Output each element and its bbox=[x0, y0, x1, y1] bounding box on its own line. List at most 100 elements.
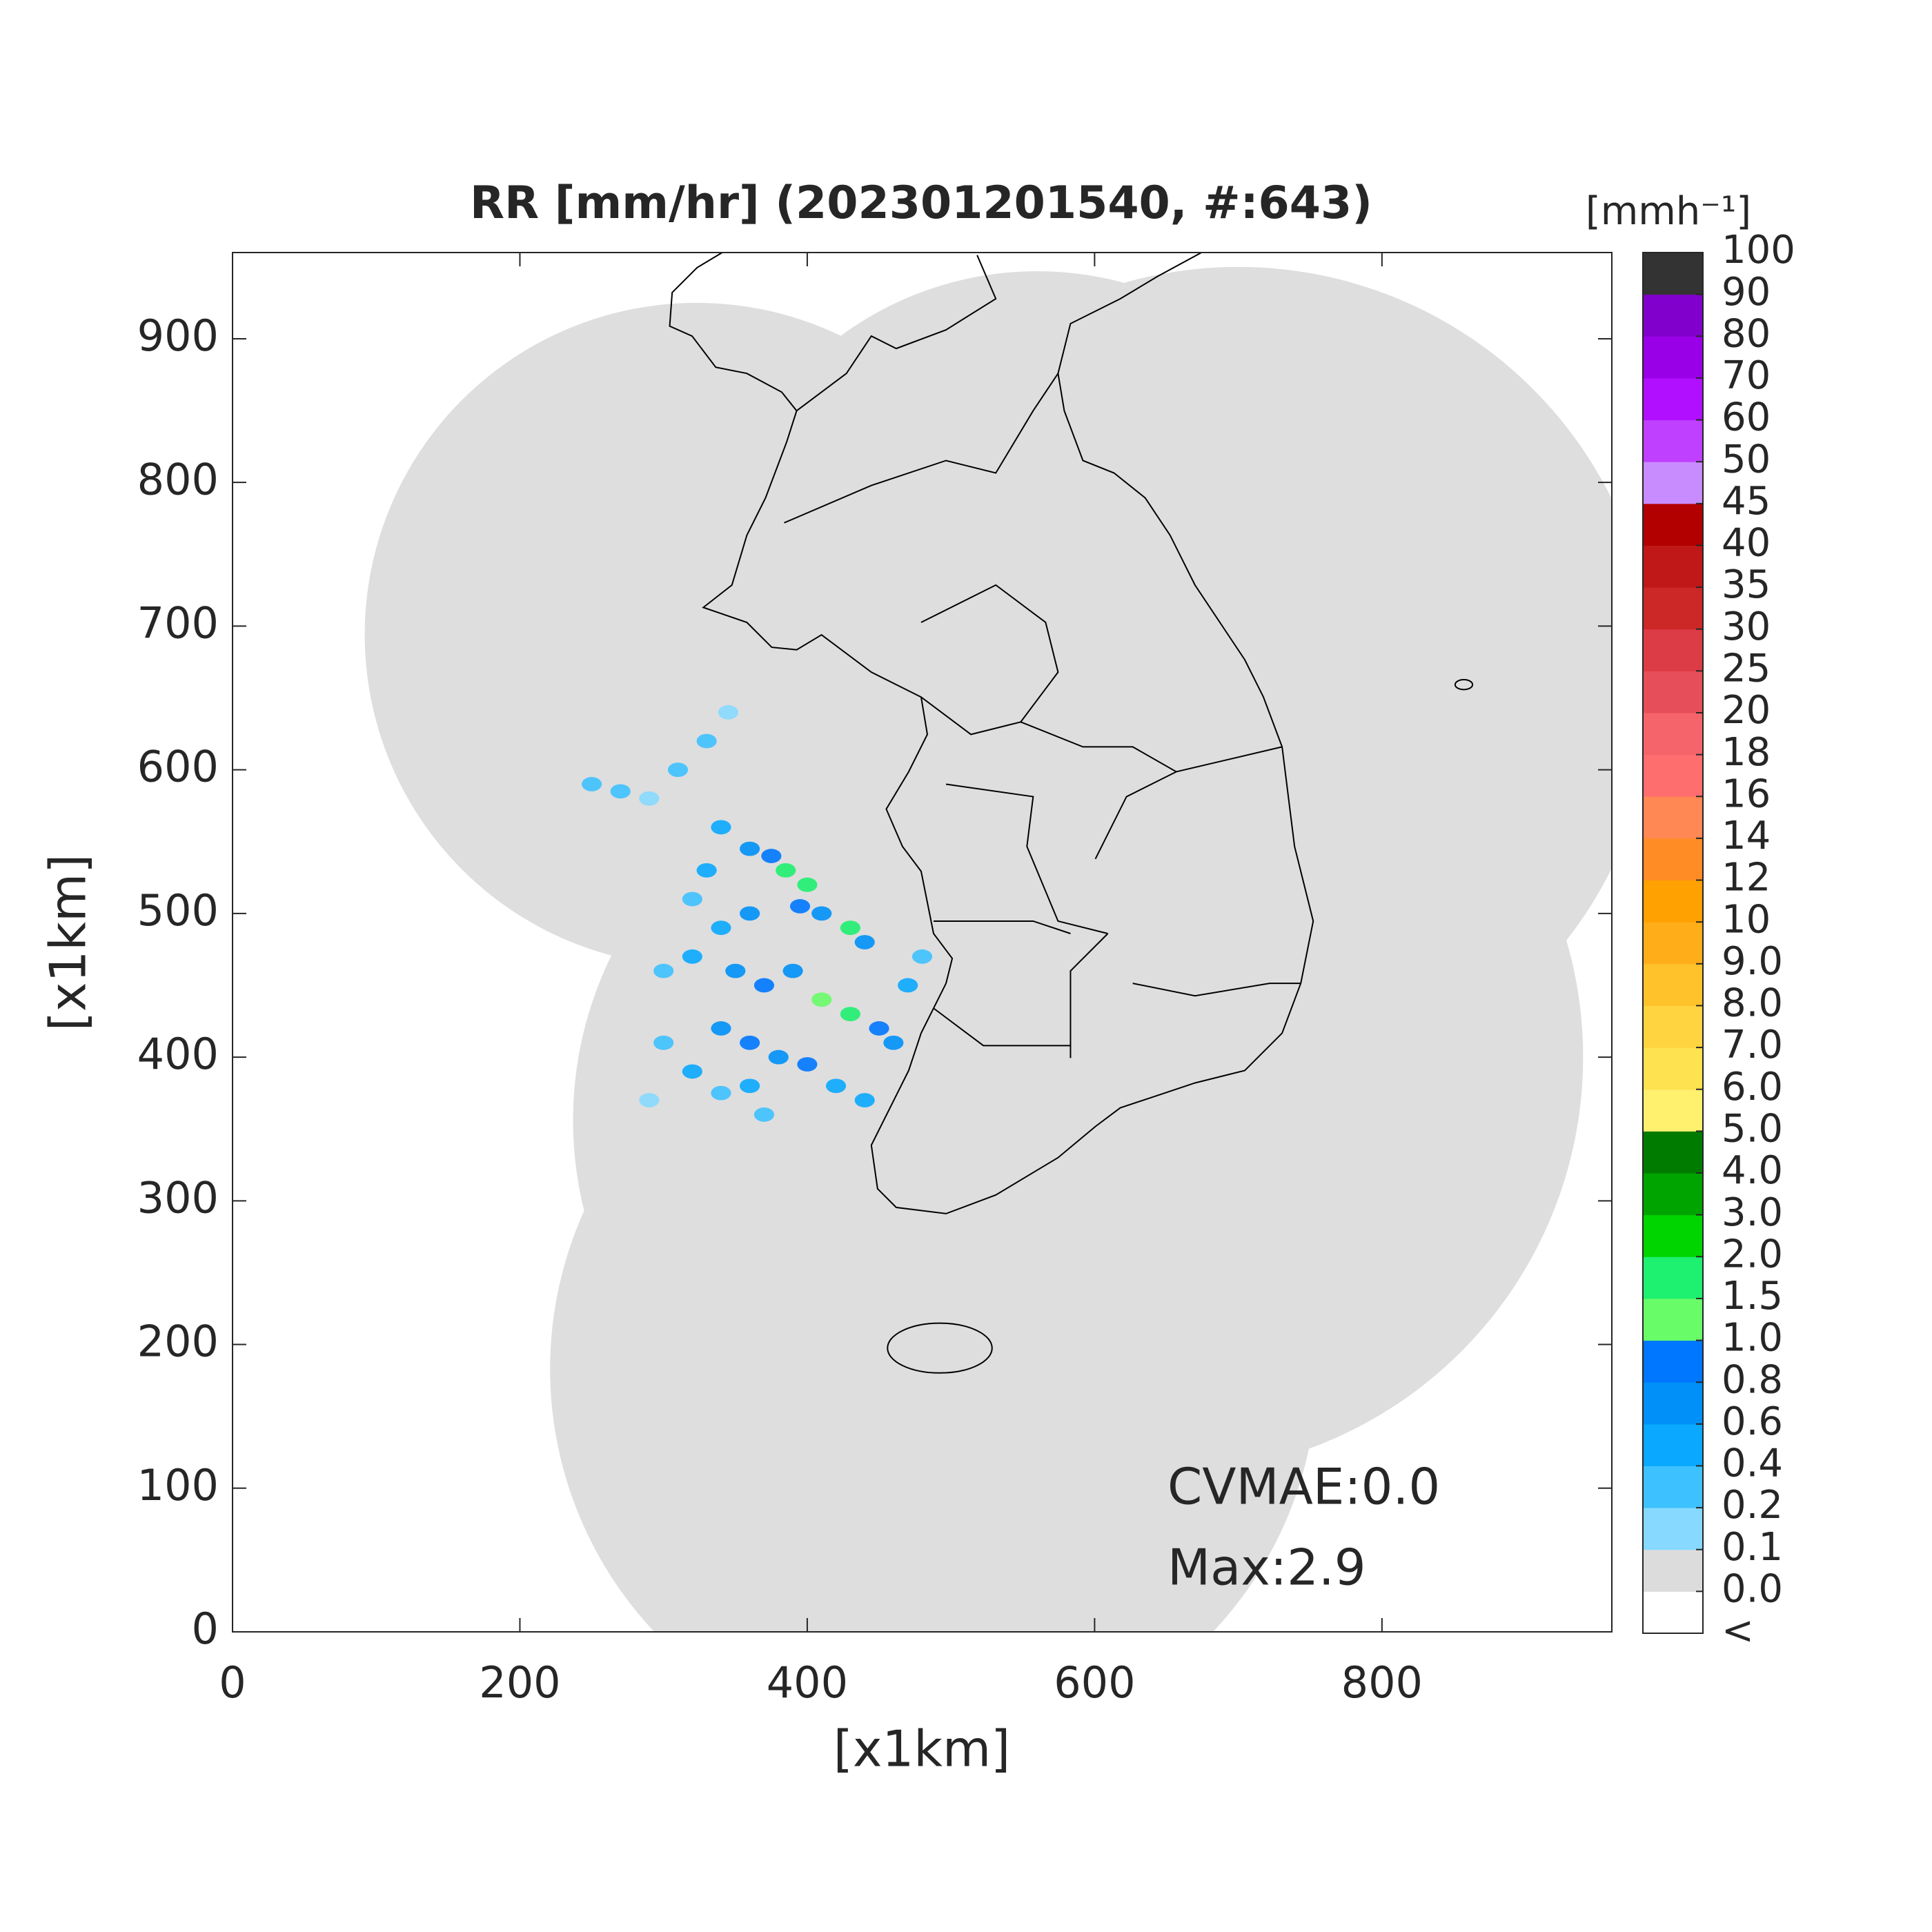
rain-cell bbox=[610, 784, 631, 799]
colorbar-swatch bbox=[1643, 1256, 1703, 1299]
colorbar-swatch bbox=[1643, 963, 1703, 1006]
colorbar-swatch bbox=[1643, 796, 1703, 839]
colorbar-tick-label: 0.1 bbox=[1722, 1525, 1783, 1570]
colorbar-tick-label: 0.4 bbox=[1722, 1441, 1783, 1486]
colorbar-tick-label: 50 bbox=[1722, 437, 1771, 482]
x-tick-label: 400 bbox=[767, 1657, 848, 1708]
rain-cell bbox=[911, 949, 933, 964]
colorbar-swatch bbox=[1643, 1382, 1703, 1425]
x-tick-label: 0 bbox=[219, 1657, 246, 1708]
colorbar-tick-label: 30 bbox=[1722, 604, 1771, 649]
rain-cell bbox=[740, 1078, 760, 1094]
colorbar-swatch bbox=[1643, 629, 1703, 671]
colorbar-tick-label: 100 bbox=[1722, 228, 1795, 273]
y-tick-label: 500 bbox=[137, 885, 219, 936]
rain-cell bbox=[653, 963, 674, 978]
rain-cell bbox=[682, 1064, 702, 1079]
rain-cell bbox=[854, 1093, 875, 1107]
colorbar-tick-label: 5.0 bbox=[1722, 1107, 1783, 1152]
colorbar-tick-label: 0.0 bbox=[1722, 1567, 1783, 1612]
colorbar-tick-label: 25 bbox=[1722, 647, 1771, 691]
colorbar-swatch bbox=[1643, 336, 1703, 379]
colorbar-tick-label: 7.0 bbox=[1722, 1023, 1783, 1067]
colorbar-tick-label: 8.0 bbox=[1722, 981, 1783, 1026]
rain-cell bbox=[682, 891, 702, 907]
colorbar-tick-label: 3.0 bbox=[1722, 1190, 1783, 1235]
colorbar-tick-label: 0.2 bbox=[1722, 1483, 1783, 1528]
colorbar-swatch bbox=[1643, 922, 1703, 965]
rain-cell bbox=[854, 935, 875, 949]
border-line bbox=[785, 255, 1301, 1058]
colorbar-swatch bbox=[1643, 1591, 1703, 1634]
y-tick-label: 200 bbox=[137, 1317, 219, 1367]
colorbar-swatch bbox=[1643, 587, 1703, 630]
colorbar-swatch bbox=[1643, 1508, 1703, 1550]
jeju-island bbox=[887, 1323, 992, 1373]
x-tick-label: 600 bbox=[1054, 1657, 1135, 1708]
colorbar-tick-label: 14 bbox=[1722, 814, 1771, 858]
ulleung-island bbox=[1455, 680, 1472, 689]
colorbar-tick-label: 6.0 bbox=[1722, 1065, 1783, 1110]
rain-cell bbox=[639, 1093, 660, 1107]
plot-frame bbox=[232, 252, 1613, 1633]
colorbar-tick-label: 90 bbox=[1722, 270, 1771, 315]
y-axis-label: [x1km] bbox=[39, 854, 97, 1031]
colorbar-tick-label: 70 bbox=[1722, 353, 1771, 398]
rain-cell bbox=[711, 1085, 731, 1101]
colorbar-swatch bbox=[1643, 1298, 1703, 1341]
colorbar-tick-label: 80 bbox=[1722, 311, 1771, 356]
rain-cell bbox=[869, 1021, 889, 1036]
colorbar-label: [mmh⁻¹] bbox=[1586, 189, 1751, 234]
colorbar-swatch bbox=[1643, 1549, 1703, 1592]
y-tick-label: 300 bbox=[137, 1172, 219, 1223]
colorbar-swatch bbox=[1643, 1047, 1703, 1090]
rain-cell bbox=[776, 862, 796, 878]
rain-cell bbox=[782, 963, 803, 978]
rain-cell bbox=[840, 1007, 860, 1022]
colorbar-swatch bbox=[1643, 294, 1703, 337]
colorbar-tick-label: 20 bbox=[1722, 688, 1771, 733]
colorbar-swatch bbox=[1643, 880, 1703, 923]
rain-cell bbox=[639, 791, 660, 806]
rain-cell bbox=[711, 820, 731, 835]
coverage-layer bbox=[364, 267, 1612, 1632]
colorbar-tick-label: 60 bbox=[1722, 395, 1771, 440]
colorbar-tick-label: 0.6 bbox=[1722, 1399, 1783, 1444]
colorbar-tick-label: 45 bbox=[1722, 479, 1771, 524]
colorbar-tick-label: 40 bbox=[1722, 521, 1771, 566]
colorbar-swatch bbox=[1643, 1423, 1703, 1466]
rain-cell bbox=[682, 949, 702, 964]
colorbar-under-label: < bbox=[1722, 1608, 1754, 1653]
rain-cell bbox=[898, 978, 918, 993]
rain-cell bbox=[740, 841, 760, 856]
colorbar-tick-label: 10 bbox=[1722, 897, 1771, 942]
x-tick-label: 800 bbox=[1341, 1657, 1423, 1708]
colorbar-tick-label: 2.0 bbox=[1722, 1232, 1783, 1276]
colorbar-swatch bbox=[1643, 462, 1703, 504]
rain-cell bbox=[768, 1049, 789, 1065]
rain-cell bbox=[711, 920, 731, 936]
y-tick-label: 600 bbox=[137, 742, 219, 792]
annotation: CVMAE:0.0 bbox=[1167, 1458, 1440, 1516]
rain-layer bbox=[581, 704, 933, 1122]
colorbar-swatch bbox=[1643, 1089, 1703, 1132]
y-tick-label: 800 bbox=[137, 454, 219, 504]
colorbar-frame bbox=[1642, 252, 1704, 1634]
rain-cell bbox=[696, 733, 717, 749]
colorbar-tick-label: 12 bbox=[1722, 856, 1771, 900]
rain-cell bbox=[761, 849, 782, 863]
colorbar-tick-label: 35 bbox=[1722, 562, 1771, 607]
rain-cell bbox=[797, 877, 818, 892]
x-tick-label: 200 bbox=[479, 1657, 560, 1708]
colorbar-swatch bbox=[1643, 377, 1703, 421]
colorbar-tick-label: 18 bbox=[1722, 730, 1771, 775]
rain-cell bbox=[653, 1035, 674, 1050]
coastline bbox=[670, 253, 1314, 1214]
rain-cell bbox=[740, 906, 760, 921]
rain-cell bbox=[711, 1021, 731, 1036]
y-tick-label: 100 bbox=[137, 1460, 219, 1510]
rain-cell bbox=[740, 1035, 760, 1050]
rain-cell bbox=[718, 704, 738, 720]
colorbar-swatch bbox=[1643, 671, 1703, 713]
rain-cell bbox=[725, 963, 746, 978]
